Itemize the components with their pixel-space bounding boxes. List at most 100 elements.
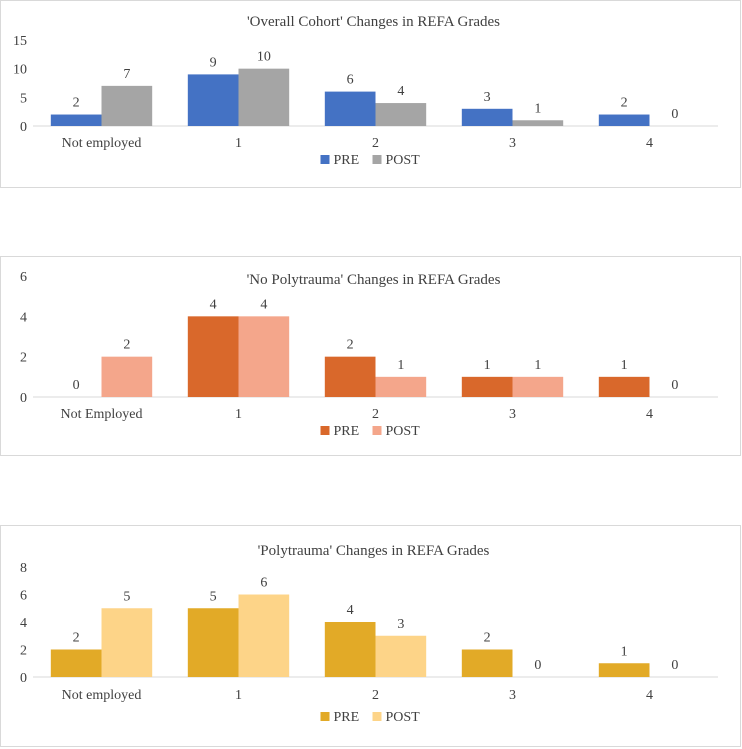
no-polytrauma-ytick-label: 4	[20, 310, 27, 325]
polytrauma-data-label: 6	[260, 576, 267, 591]
overall-bar-post	[512, 120, 564, 126]
overall-data-label: 4	[397, 84, 404, 99]
overall-title: 'Overall Cohort' Changes in REFA Grades	[247, 14, 500, 30]
overall-legend-label: PRE	[334, 153, 360, 168]
polytrauma-bar-pre	[598, 663, 650, 677]
no-polytrauma-data-label: 2	[347, 338, 354, 353]
no-polytrauma-ytick-label: 0	[20, 391, 27, 406]
overall-data-label: 2	[73, 96, 80, 111]
polytrauma-data-label: 4	[347, 603, 354, 618]
polytrauma-bar-pre	[324, 622, 376, 677]
no-polytrauma-legend-label: POST	[386, 424, 421, 439]
no-polytrauma-category-label: Not Employed	[60, 407, 142, 422]
no-polytrauma-category-label: 1	[235, 407, 242, 422]
polytrauma-legend-swatch-pre	[320, 712, 330, 721]
no-polytrauma-frame	[0, 256, 741, 456]
overall-ytick-label: 10	[13, 63, 27, 78]
no-polytrauma-bar-post	[375, 376, 427, 397]
polytrauma-legend-label: POST	[386, 710, 421, 725]
no-polytrauma-bar-pre	[187, 316, 239, 397]
no-polytrauma-legend-label: PRE	[334, 424, 360, 439]
overall-category-label: 3	[509, 136, 516, 151]
overall-data-label: 0	[671, 107, 678, 122]
polytrauma-legend-label: PRE	[334, 710, 360, 725]
overall-data-label: 6	[347, 73, 354, 88]
polytrauma-legend-swatch-post	[372, 712, 382, 721]
overall-bar-pre	[324, 91, 376, 126]
overall-bar-pre	[598, 114, 650, 126]
no-polytrauma-data-label: 4	[210, 297, 217, 312]
overall-bar-pre	[187, 74, 239, 126]
no-polytrauma-category-label: 4	[646, 407, 653, 422]
overall-data-label: 1	[534, 101, 541, 116]
overall-legend-label: POST	[386, 153, 421, 168]
chart-polytrauma: 'Polytrauma' Changes in REFA Grades 0 2 4 6 8…	[0, 525, 741, 747]
chart-overall-cohort: 'Overall Cohort' Changes in REFA Grades 0…	[0, 0, 741, 188]
polytrauma-data-label: 5	[123, 589, 130, 604]
polytrauma-ytick-label: 6	[20, 589, 27, 604]
overall-bar-pre	[461, 108, 513, 126]
polytrauma-data-label: 5	[210, 589, 217, 604]
polytrauma-data-label: 0	[671, 658, 678, 673]
polytrauma-bar-pre	[50, 649, 102, 677]
polytrauma-bar-post	[238, 594, 290, 677]
overall-bar-pre	[50, 114, 102, 126]
no-polytrauma-data-label: 1	[534, 358, 541, 373]
overall-bar-post	[375, 103, 427, 126]
overall-ytick-label: 0	[20, 120, 27, 135]
polytrauma-bar-post	[375, 635, 427, 677]
no-polytrauma-legend-swatch-post	[372, 426, 382, 435]
no-polytrauma-ytick-label: 2	[20, 351, 27, 366]
overall-bar-post	[238, 68, 290, 126]
overall-category-label: 4	[646, 136, 653, 151]
overall-data-label: 2	[621, 96, 628, 111]
polytrauma-title: 'Polytrauma' Changes in REFA Grades	[258, 543, 490, 559]
chart-no-polytrauma-svg: 'No Polytrauma' Changes in REFA Grades 0 2…	[0, 256, 741, 456]
overall-category-label: Not employed	[62, 136, 142, 151]
no-polytrauma-data-label: 1	[621, 358, 628, 373]
no-polytrauma-legend-swatch-pre	[320, 426, 330, 435]
no-polytrauma-data-label: 0	[73, 378, 80, 393]
no-polytrauma-category-label: 3	[509, 407, 516, 422]
polytrauma-ytick-label: 4	[20, 616, 27, 631]
no-polytrauma-ytick-label: 6	[20, 270, 27, 285]
overall-data-label: 10	[257, 50, 271, 65]
no-polytrauma-bar-pre	[461, 376, 513, 397]
overall-category-label: 2	[372, 136, 379, 151]
overall-category-label: 1	[235, 136, 242, 151]
overall-legend-swatch-post	[372, 155, 382, 164]
no-polytrauma-data-label: 1	[397, 358, 404, 373]
polytrauma-ytick-label: 8	[20, 561, 27, 576]
no-polytrauma-bar-pre	[598, 376, 650, 397]
polytrauma-bar-post	[101, 608, 153, 677]
polytrauma-data-label: 3	[397, 617, 404, 632]
no-polytrauma-data-label: 2	[123, 338, 130, 353]
overall-data-label: 7	[123, 67, 130, 82]
no-polytrauma-data-label: 1	[484, 358, 491, 373]
polytrauma-category-label: Not employed	[62, 688, 142, 703]
polytrauma-data-label: 0	[534, 658, 541, 673]
polytrauma-category-label: 3	[509, 688, 516, 703]
polytrauma-bar-pre	[187, 608, 239, 677]
no-polytrauma-data-label: 4	[260, 297, 267, 312]
overall-data-label: 9	[210, 55, 217, 70]
polytrauma-data-label: 2	[73, 631, 80, 646]
polytrauma-category-label: 2	[372, 688, 379, 703]
overall-data-label: 3	[484, 90, 491, 105]
polytrauma-data-label: 2	[484, 631, 491, 646]
polytrauma-data-label: 1	[621, 644, 628, 659]
no-polytrauma-bar-post	[238, 316, 290, 397]
chart-no-polytrauma: 'No Polytrauma' Changes in REFA Grades 0 2…	[0, 256, 741, 456]
polytrauma-category-label: 1	[235, 688, 242, 703]
no-polytrauma-bar-pre	[324, 356, 376, 397]
no-polytrauma-data-label: 0	[671, 378, 678, 393]
polytrauma-category-label: 4	[646, 688, 653, 703]
overall-ytick-label: 5	[20, 91, 27, 106]
no-polytrauma-bar-post	[512, 376, 564, 397]
chart-polytrauma-svg: 'Polytrauma' Changes in REFA Grades 0 2 4 6 8…	[0, 525, 741, 747]
polytrauma-bar-pre	[461, 649, 513, 677]
overall-ytick-label: 15	[13, 34, 27, 49]
polytrauma-ytick-label: 0	[20, 671, 27, 686]
polytrauma-ytick-label: 2	[20, 644, 27, 659]
overall-bar-post	[101, 85, 153, 126]
